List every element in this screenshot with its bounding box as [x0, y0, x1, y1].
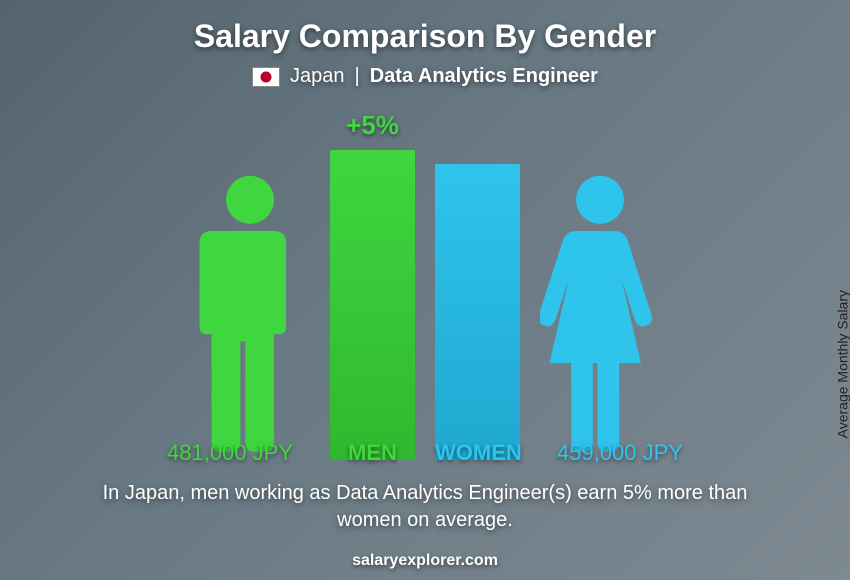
gender-salary-chart: +5%: [0, 100, 850, 460]
salary-label-row: 481,000 JPY MEN WOMEN 459,000 JPY: [0, 440, 850, 466]
summary-text: In Japan, men working as Data Analytics …: [80, 480, 770, 534]
y-axis-label: Average Monthly Salary: [834, 290, 850, 438]
women-salary: 459,000 JPY: [540, 440, 700, 466]
female-person-icon: [540, 170, 660, 460]
female-icon: [540, 170, 660, 460]
source-label: salaryexplorer.com: [0, 552, 850, 570]
men-bar: [330, 150, 415, 460]
male-person-icon: [190, 170, 310, 460]
women-bar: [435, 164, 520, 460]
japan-flag-icon: [252, 67, 280, 87]
women-label: WOMEN: [435, 440, 520, 466]
divider: |: [355, 65, 360, 88]
male-icon: [190, 170, 310, 460]
men-label: MEN: [330, 440, 415, 466]
pct-diff-label: +5%: [346, 110, 399, 141]
women-bar-wrap: [435, 100, 520, 460]
men-bar-wrap: +5%: [330, 100, 415, 460]
page-title: Salary Comparison By Gender: [0, 0, 850, 55]
subtitle-row: Japan | Data Analytics Engineer: [0, 65, 850, 88]
job-title: Data Analytics Engineer: [370, 65, 598, 88]
country-label: Japan: [290, 65, 345, 88]
men-salary: 481,000 JPY: [150, 440, 310, 466]
